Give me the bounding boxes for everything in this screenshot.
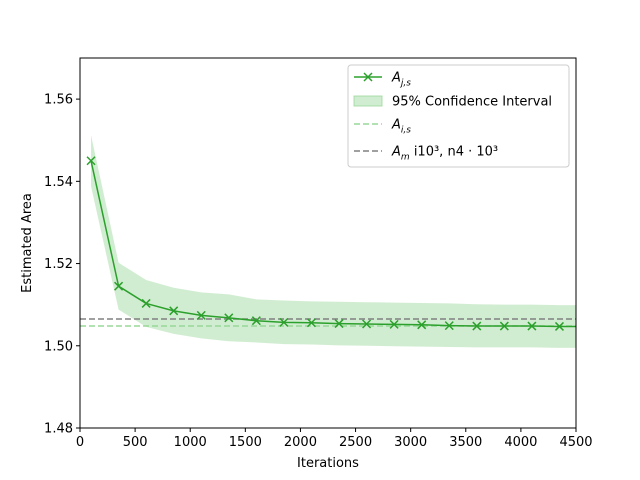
marker-stroke: [224, 313, 234, 323]
marker-stroke: [86, 156, 96, 166]
legend-frame: [347, 64, 570, 168]
x-tick-label: 2500: [339, 435, 372, 450]
plot-frame: [79, 57, 577, 429]
legend-label-main: A: [391, 71, 401, 86]
x-axis-label: Iterations: [297, 456, 359, 471]
x-tick-label: 4000: [504, 435, 537, 450]
x-tick-label: 0: [76, 435, 84, 450]
y-tick-label: 1.52: [44, 257, 73, 272]
marker-stroke: [444, 321, 454, 331]
data-point: [444, 321, 454, 331]
data-point: [224, 313, 234, 323]
y-tick-label: 1.54: [44, 175, 73, 190]
legend-patch: [353, 95, 383, 107]
legend-entry-3: Am i10³, n4 · 10³: [354, 145, 498, 163]
legend-label-main: A: [391, 118, 401, 133]
marker-stroke: [114, 281, 124, 291]
marker-stroke: [554, 321, 564, 331]
marker-stroke: [362, 319, 372, 329]
marker-stroke: [306, 318, 316, 328]
legend-label: Am i10³, n4 · 10³: [391, 145, 498, 163]
legend-label: Aj,s: [391, 71, 411, 89]
y-tick-label: 1.48: [44, 422, 73, 437]
marker-stroke: [472, 321, 482, 331]
x-tick-label: 3000: [394, 435, 427, 450]
data-point: [251, 316, 261, 326]
reference-lines-layer: [80, 318, 576, 327]
legend-label-main: A: [391, 145, 401, 160]
marker-stroke: [251, 316, 261, 326]
x-tick-label: 3500: [449, 435, 482, 450]
confidence-interval-layer: [91, 135, 577, 348]
data-point: [417, 320, 427, 330]
y-tick-label: 1.50: [44, 339, 73, 354]
x-tick-label: 4500: [559, 435, 592, 450]
legend-label-sub: m: [401, 153, 410, 163]
data-point: [279, 317, 289, 327]
data-point: [527, 321, 537, 331]
data-point: [86, 156, 96, 166]
legend-marker: [363, 72, 373, 82]
data-point: [389, 319, 399, 329]
marker-stroke: [141, 298, 151, 308]
x-tick-label: 500: [123, 435, 148, 450]
marker-stroke: [417, 320, 427, 330]
confidence-band: [91, 135, 577, 348]
marker-stroke: [334, 319, 344, 329]
data-point: [554, 321, 564, 331]
marker-stroke: [279, 317, 289, 327]
legend-entry-0: Aj,s: [354, 71, 411, 89]
marker-stroke: [196, 310, 206, 320]
data-point: [499, 321, 509, 331]
data-point: [334, 319, 344, 329]
data-point: [362, 319, 372, 329]
data-point: [141, 298, 151, 308]
legend-entry-1: 95% Confidence Interval: [353, 95, 552, 110]
series-layer: [86, 156, 576, 331]
legend-label-sub: j,s: [399, 79, 411, 89]
marker-stroke: [527, 321, 537, 331]
x-axis-ticks: 0 500 1000 1500 2000 2500 3000 3500 4000 4500: [76, 428, 593, 450]
marker-stroke: [389, 319, 399, 329]
legend-entry-2: Ai,s: [354, 118, 411, 136]
marker-stroke: [499, 321, 509, 331]
data-point: [196, 310, 206, 320]
legend-label-main: 95% Confidence Interval: [392, 95, 552, 110]
legend-label: Ai,s: [391, 118, 411, 136]
y-tick-label: 1.56: [44, 93, 73, 108]
x-tick-label: 1000: [174, 435, 207, 450]
data-point: [114, 281, 124, 291]
marker-stroke: [169, 306, 179, 316]
x-tick-label: 2000: [284, 435, 317, 450]
y-axis-label: Estimated Area: [20, 193, 35, 293]
data-point: [169, 306, 179, 316]
x-tick-label: 1500: [229, 435, 262, 450]
data-point: [472, 321, 482, 331]
y-axis-ticks: 1.48 1.50 1.52 1.54 1.56: [44, 93, 80, 437]
legend-label-rest: i10³, n4 · 10³: [410, 145, 498, 160]
legend-label-sub: i,s: [401, 126, 411, 136]
legend-label: 95% Confidence Interval: [392, 95, 552, 110]
data-point: [306, 318, 316, 328]
